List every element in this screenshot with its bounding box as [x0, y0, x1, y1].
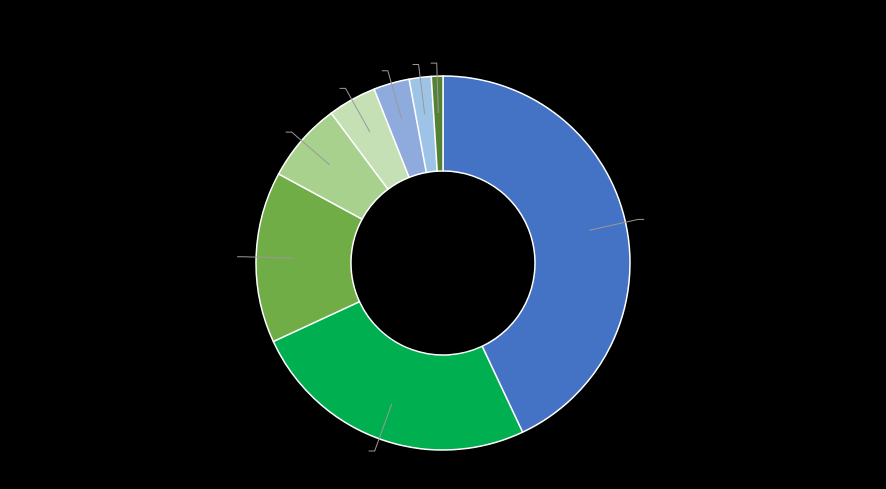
donut-slice [255, 172, 364, 343]
leader-line [285, 131, 330, 166]
leader-line [381, 70, 403, 119]
leader-line [430, 62, 439, 114]
leader-line [589, 218, 645, 231]
leader-line [237, 256, 294, 259]
leader-line [339, 87, 371, 133]
leader-line [368, 403, 393, 452]
leader-line [412, 63, 426, 115]
donut-slice [272, 300, 524, 451]
donut-slice [442, 75, 631, 434]
donut-slice [430, 75, 444, 172]
